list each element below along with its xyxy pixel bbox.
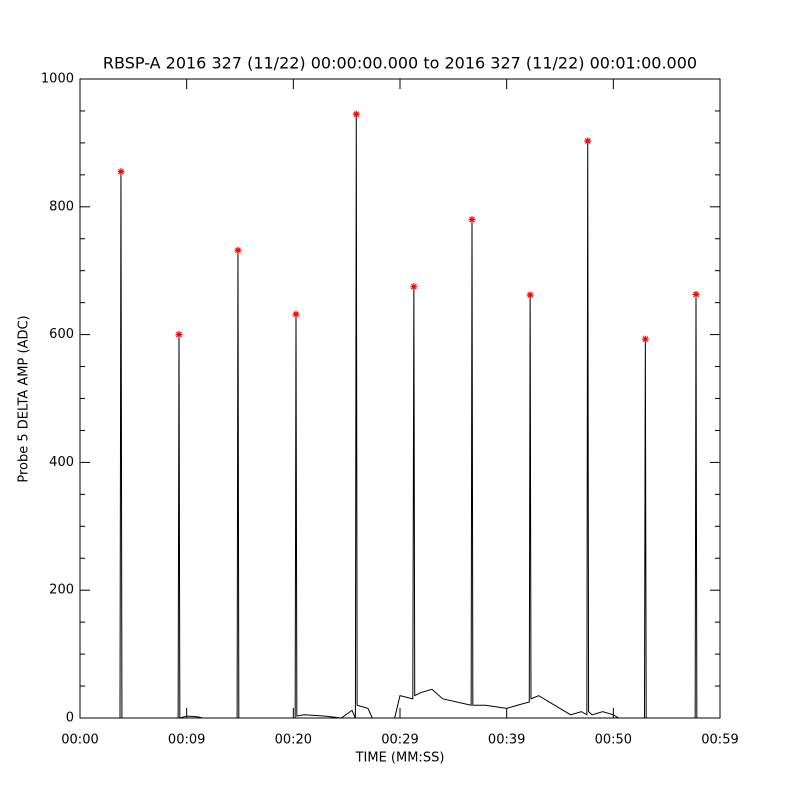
peak-marker — [117, 168, 125, 176]
x-tick-label: 00:50 — [595, 733, 632, 748]
y-tick-label: 800 — [49, 199, 74, 214]
trace-line — [80, 114, 720, 719]
y-axis-title: Probe 5 DELTA AMP (ADC) — [17, 315, 32, 482]
peak-marker — [410, 283, 418, 291]
peak-marker — [641, 335, 649, 343]
plot-frame — [79, 78, 721, 719]
x-tick-label: 00:20 — [275, 733, 312, 748]
x-axis-title: TIME (MM:SS) — [355, 751, 445, 766]
x-tick-label: 00:00 — [61, 733, 98, 748]
peak-marker — [234, 246, 242, 254]
peak-marker — [584, 137, 592, 145]
peak-marker — [526, 291, 534, 299]
y-tick-label: 0 — [66, 711, 74, 726]
peak-marker — [175, 331, 183, 339]
chart-title: RBSP-A 2016 327 (11/22) 00:00:00.000 to … — [103, 54, 697, 73]
x-tick-label: 00:29 — [381, 733, 418, 748]
y-tick-label: 1000 — [41, 72, 74, 87]
y-tick-label: 200 — [49, 583, 74, 598]
peak-marker — [692, 290, 700, 298]
x-tick-label: 00:09 — [168, 733, 205, 748]
y-tick-label: 600 — [49, 327, 74, 342]
x-tick-label: 00:59 — [701, 733, 738, 748]
peak-marker — [468, 216, 476, 224]
y-tick-label: 400 — [49, 455, 74, 470]
peak-marker — [292, 310, 300, 318]
x-tick-label: 00:39 — [488, 733, 525, 748]
peak-marker — [352, 110, 360, 118]
